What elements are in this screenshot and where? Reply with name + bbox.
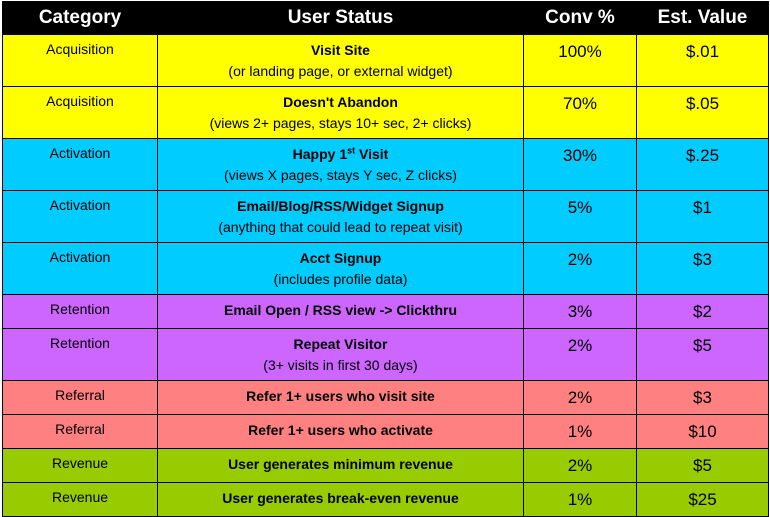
table-row: Acquisition Visit Site (or landing page,… <box>2 34 769 87</box>
status-label: Email Open / RSS view -> Clickthru <box>223 302 457 318</box>
category-cell: Activation <box>2 190 158 243</box>
status-label: Happy 1st Visit <box>158 144 523 165</box>
category-cell: Retention <box>2 328 158 381</box>
status-label: Acct Signup <box>299 250 382 266</box>
value-cell: $3 <box>636 380 769 415</box>
conv-cell: 2% <box>523 380 637 415</box>
status-detail: (or landing page, or external widget) <box>228 63 453 79</box>
status-detail: (anything that could lead to repeat visi… <box>218 219 463 235</box>
status-cell: Visit Site (or landing page, or external… <box>157 34 524 87</box>
table-row: Referral Refer 1+ users who visit site 2… <box>2 380 769 415</box>
table-row: Retention Email Open / RSS view -> Click… <box>2 294 769 329</box>
conv-cell: 30% <box>523 138 637 191</box>
table-row: Revenue User generates break-even revenu… <box>2 482 769 517</box>
value-cell: $10 <box>636 414 769 449</box>
status-cell: Doesn't Abandon (views 2+ pages, stays 1… <box>157 86 524 139</box>
header-row: Category User Status Conv % Est. Value <box>2 1 769 35</box>
status-label: Email/Blog/RSS/Widget Signup <box>237 198 444 214</box>
status-label-sup: st <box>347 145 356 156</box>
conv-cell: 5% <box>523 190 637 243</box>
header-user-status: User Status <box>157 1 524 35</box>
status-label: Repeat Visitor <box>293 336 388 352</box>
category-cell: Referral <box>2 414 158 449</box>
value-cell: $5 <box>636 448 769 483</box>
header-conv-percent: Conv % <box>523 1 637 35</box>
conv-cell: 1% <box>523 482 637 517</box>
status-label: Doesn't Abandon <box>283 94 398 110</box>
category-cell: Revenue <box>2 482 158 517</box>
conv-cell: 2% <box>523 242 637 295</box>
status-detail: (views 2+ pages, stays 10+ sec, 2+ click… <box>209 115 472 131</box>
table-row: Activation Happy 1st Visit (views X page… <box>2 138 769 191</box>
conv-cell: 70% <box>523 86 637 139</box>
status-cell: Happy 1st Visit (views X pages, stays Y … <box>157 138 524 191</box>
value-cell: $.01 <box>636 34 769 87</box>
conv-cell: 2% <box>523 328 637 381</box>
status-cell: User generates break-even revenue <box>157 482 524 517</box>
category-cell: Activation <box>2 242 158 295</box>
category-cell: Acquisition <box>2 86 158 139</box>
status-label: Refer 1+ users who visit site <box>246 388 435 404</box>
header-category: Category <box>2 1 158 35</box>
table-row: Retention Repeat Visitor (3+ visits in f… <box>2 328 769 381</box>
conv-cell: 1% <box>523 414 637 449</box>
status-cell: Email/Blog/RSS/Widget Signup (anything t… <box>157 190 524 243</box>
value-cell: $.05 <box>636 86 769 139</box>
category-cell: Activation <box>2 138 158 191</box>
table-row: Revenue User generates minimum revenue 2… <box>2 448 769 483</box>
category-cell: Retention <box>2 294 158 329</box>
status-label-post: Visit <box>355 146 389 162</box>
status-label: Refer 1+ users who activate <box>248 422 433 438</box>
category-cell: Acquisition <box>2 34 158 87</box>
value-cell: $2 <box>636 294 769 329</box>
header-est-value: Est. Value <box>636 1 769 35</box>
value-cell: $1 <box>636 190 769 243</box>
status-label: User generates minimum revenue <box>228 456 453 472</box>
status-detail: (3+ visits in first 30 days) <box>263 357 418 373</box>
value-cell: $5 <box>636 328 769 381</box>
table-row: Acquisition Doesn't Abandon (views 2+ pa… <box>2 86 769 139</box>
status-label-pre: Happy 1 <box>292 146 348 162</box>
table-row: Referral Refer 1+ users who activate 1% … <box>2 414 769 449</box>
conv-cell: 3% <box>523 294 637 329</box>
status-label: User generates break-even revenue <box>222 490 459 506</box>
value-cell: $3 <box>636 242 769 295</box>
status-label: Visit Site <box>311 42 370 58</box>
table-row: Activation Acct Signup (includes profile… <box>2 242 769 295</box>
status-cell: User generates minimum revenue <box>157 448 524 483</box>
status-cell: Email Open / RSS view -> Clickthru <box>157 294 524 329</box>
status-cell: Refer 1+ users who activate <box>157 414 524 449</box>
category-cell: Revenue <box>2 448 158 483</box>
status-cell: Repeat Visitor (3+ visits in first 30 da… <box>157 328 524 381</box>
value-cell: $.25 <box>636 138 769 191</box>
status-cell: Acct Signup (includes profile data) <box>157 242 524 295</box>
status-detail: (includes profile data) <box>273 271 408 287</box>
conv-cell: 100% <box>523 34 637 87</box>
status-cell: Refer 1+ users who visit site <box>157 380 524 415</box>
value-cell: $25 <box>636 482 769 517</box>
status-detail: (views X pages, stays Y sec, Z clicks) <box>224 167 457 183</box>
category-cell: Referral <box>2 380 158 415</box>
table-row: Activation Email/Blog/RSS/Widget Signup … <box>2 190 769 243</box>
conv-cell: 2% <box>523 448 637 483</box>
